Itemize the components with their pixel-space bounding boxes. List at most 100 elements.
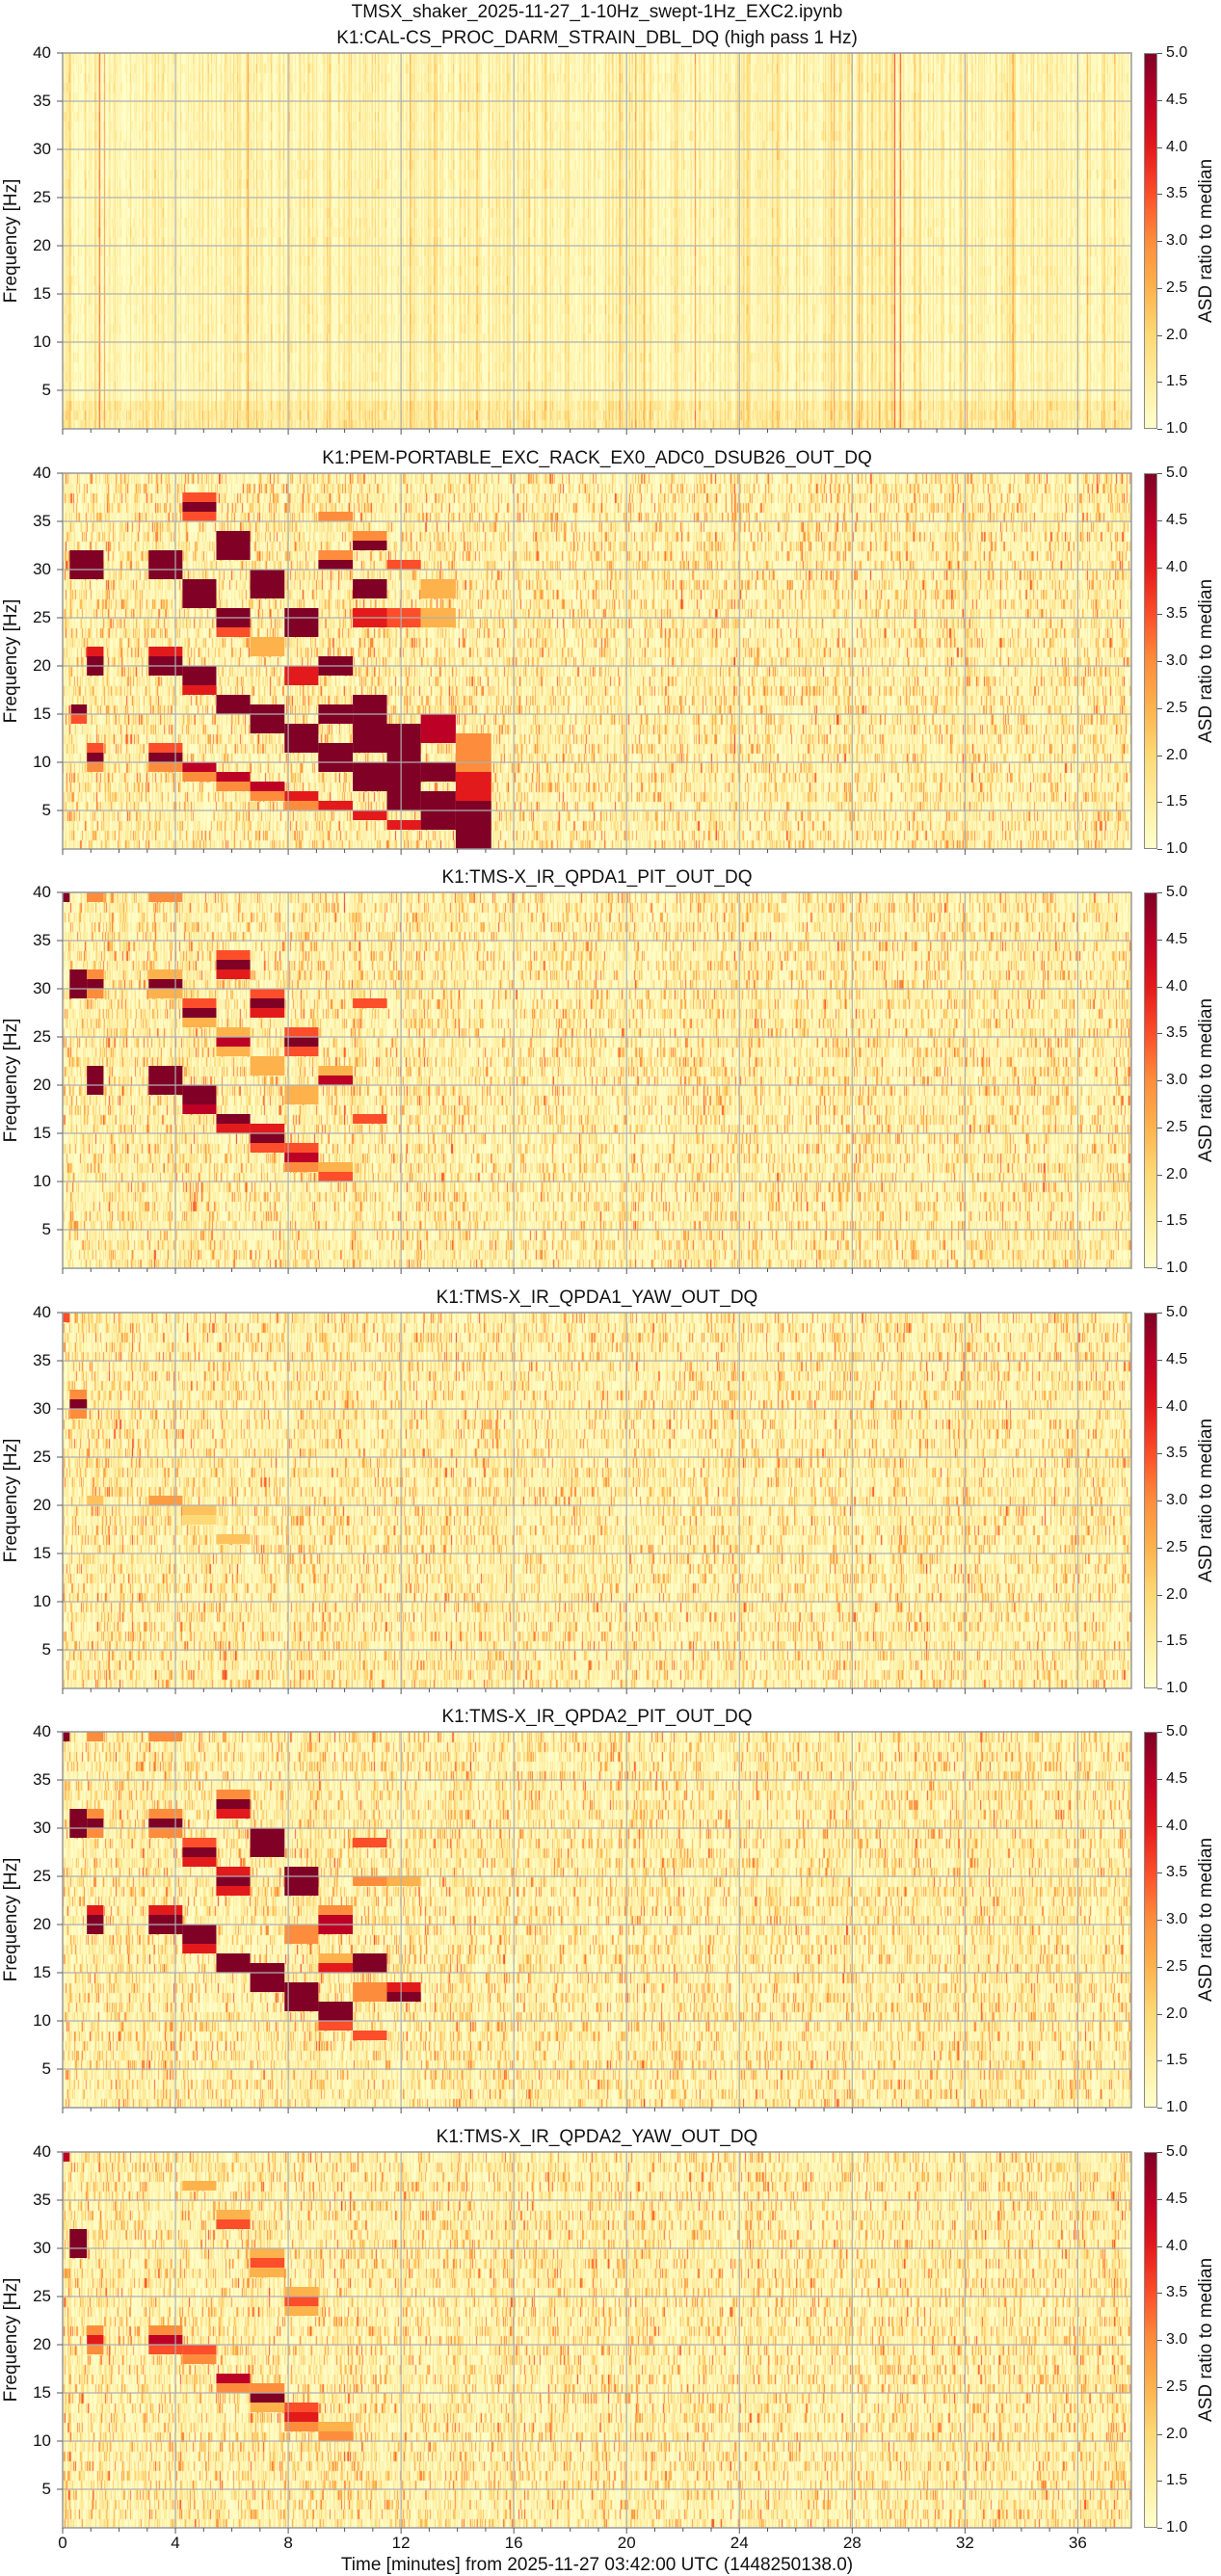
excitation-segment <box>87 1828 104 1838</box>
excitation-segment <box>250 1124 285 1133</box>
y-tick-label: 35 <box>33 92 51 110</box>
excitation-segment <box>216 2374 251 2383</box>
excitation-segment <box>250 782 285 791</box>
excitation-segment <box>353 579 387 598</box>
colorbar-tick-label: 2.0 <box>1166 2425 1188 2442</box>
colorbar-tick-label: 4.5 <box>1166 511 1188 528</box>
excitation-segment <box>87 647 104 656</box>
excitation-segment <box>386 560 421 570</box>
spectrogram-plot <box>57 472 1132 855</box>
excitation-segment <box>386 1876 421 1886</box>
colorbar-tick-label: 2.5 <box>1166 1118 1188 1135</box>
excitation-segment <box>148 1905 183 1915</box>
excitation-segment <box>87 1819 104 1828</box>
colorbar-tick <box>1157 194 1162 196</box>
excitation-segment <box>353 998 387 1008</box>
colorbar-label: ASD ratio to median <box>1196 997 1216 1163</box>
excitation-segment <box>284 1037 319 1047</box>
colorbar-tick-label: 2.5 <box>1166 1538 1188 1555</box>
excitation-segment <box>148 2335 183 2345</box>
excitation-segment <box>216 950 251 960</box>
colorbar-tick <box>1157 1966 1162 1968</box>
excitation-segment <box>284 2412 319 2422</box>
colorbar-tick <box>1157 334 1162 336</box>
colorbar-tick-label: 4.0 <box>1166 1817 1188 1834</box>
excitation-segment <box>148 2345 183 2354</box>
x-tick-label: 36 <box>1068 2534 1087 2552</box>
excitation-segment <box>216 2383 251 2393</box>
excitation-segment <box>182 579 217 608</box>
colorbar-tick <box>1157 429 1162 430</box>
spectrogram-panel: K1:TMS-X_IR_QPDA1_PIT_OUT_DQ 5 10 15 20 25 30 3… <box>0 867 1221 1313</box>
y-tick-label: 10 <box>33 2431 51 2450</box>
excitation-segment <box>284 801 319 810</box>
colorbar-tick <box>1157 1453 1162 1455</box>
excitation-segment <box>148 1496 183 1505</box>
excitation-segment <box>87 892 104 902</box>
excitation-segment <box>216 969 251 979</box>
colorbar-tick <box>1157 1313 1162 1314</box>
spectrogram-overlay <box>57 52 1132 435</box>
excitation-segment <box>216 960 251 969</box>
excitation-segment <box>318 1905 354 1915</box>
spectrogram-overlay <box>57 1731 1132 2113</box>
excitation-segment <box>250 570 285 598</box>
excitation-segment <box>353 541 387 550</box>
y-tick-label: 10 <box>33 1592 51 1610</box>
colorbar-tick <box>1157 1406 1162 1408</box>
x-tick-label: 20 <box>617 2534 636 2552</box>
colorbar-tick <box>1157 1872 1162 1874</box>
colorbar-tick-label: 2.5 <box>1166 699 1188 716</box>
excitation-segment <box>250 998 285 1008</box>
excitation-segment <box>284 1982 319 2011</box>
excitation-segment <box>250 1963 285 1992</box>
colorbar-tick-label: 4.5 <box>1166 91 1188 108</box>
excitation-segment <box>216 1114 251 1124</box>
excitation-segment <box>284 608 319 637</box>
colorbar-tick-label: 5.0 <box>1166 2143 1188 2160</box>
colorbar-tick <box>1157 2152 1162 2153</box>
y-tick-label: 20 <box>33 1915 51 1933</box>
colorbar-label: ASD ratio to median <box>1196 158 1216 324</box>
colorbar-tick <box>1157 892 1162 893</box>
y-tick-label: 40 <box>33 1303 51 1321</box>
excitation-segment <box>318 2002 354 2021</box>
excitation-segment <box>182 1085 217 1104</box>
y-tick-label: 10 <box>33 753 51 771</box>
excitation-segment <box>353 1114 387 1124</box>
colorbar-tick-label: 3.5 <box>1166 185 1188 202</box>
excitation-segment <box>182 1008 217 1018</box>
excitation-segment <box>318 1963 354 1973</box>
colorbar-tick <box>1157 2198 1162 2200</box>
spectrogram-panel: K1:PEM-PORTABLE_EXC_RACK_EX0_ADC0_DSUB26… <box>0 448 1221 893</box>
excitation-segment <box>182 2345 217 2354</box>
excitation-segment <box>216 1790 251 1799</box>
plot-frame <box>62 1731 1132 2109</box>
colorbar-tick-label: 4.0 <box>1166 2237 1188 2254</box>
excitation-segment <box>250 2248 285 2258</box>
colorbar-tick-label: 4.0 <box>1166 138 1188 155</box>
excitation-segment <box>148 647 183 656</box>
colorbar-tick <box>1157 2528 1162 2529</box>
spectrogram-background <box>63 1313 1131 1688</box>
colorbar-tick <box>1157 2386 1162 2388</box>
y-tick-label: 25 <box>33 1027 51 1046</box>
excitation-segment <box>182 1104 217 1114</box>
y-tick-label: 40 <box>33 883 51 901</box>
colorbar-tick <box>1157 1594 1162 1596</box>
excitation-segment <box>216 2210 251 2219</box>
excitation-segment <box>386 1982 421 1992</box>
colorbar-label: ASD ratio to median <box>1196 1837 1216 2003</box>
colorbar-tick-label: 5.0 <box>1166 1304 1188 1320</box>
x-tick-label: 12 <box>391 2534 411 2552</box>
y-tick-label: 25 <box>33 1867 51 1885</box>
excitation-segment <box>182 1838 217 1847</box>
y-tick-label: 10 <box>33 332 51 351</box>
excitation-segment <box>284 1047 319 1056</box>
excitation-segment <box>216 2219 251 2229</box>
y-tick-label: 25 <box>33 1447 51 1466</box>
excitation-segment <box>182 772 217 782</box>
y-tick-label: 25 <box>33 2287 51 2305</box>
excitation-segment <box>353 810 387 820</box>
y-tick-label: 35 <box>33 931 51 949</box>
